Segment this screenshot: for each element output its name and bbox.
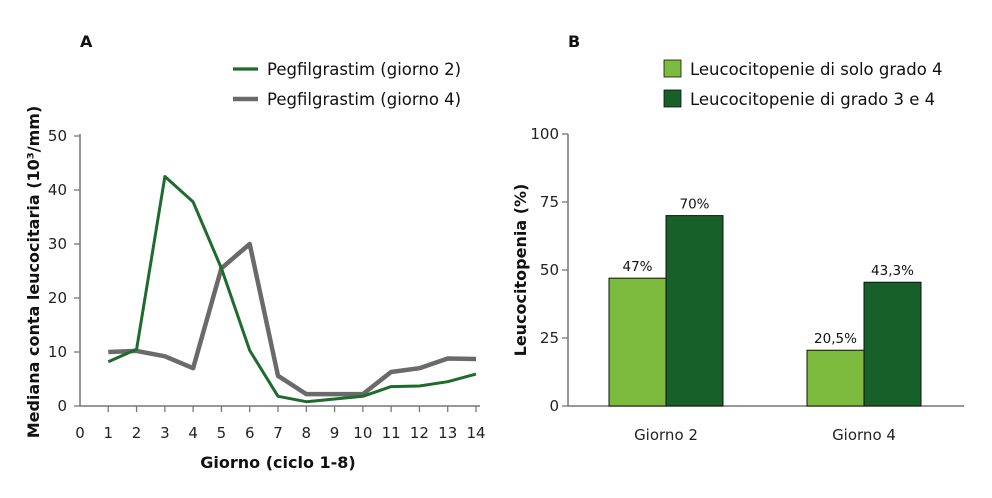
panel-a-x-tick-label: 2 <box>132 424 142 442</box>
legend-swatch-series-b1 <box>663 59 682 78</box>
panel-a-legend: Pegfilgrastim (giorno 2) Pegfilgrastim (… <box>233 60 461 109</box>
panel-b-y-tick-label: 100 <box>530 125 559 143</box>
panel-b-y-tick-label: 0 <box>549 397 559 415</box>
category-label: Giorno 2 <box>634 426 698 444</box>
series-line-pegfilgrastim-giorno-2 <box>107 175 477 404</box>
panel-a-x-ticks: 0 1 2 3 4 5 6 7 8 9 10 11 12 13 14 <box>75 406 486 442</box>
panel-a-y-ticks: 0 10 20 30 40 50 <box>48 127 80 415</box>
panel-a-x-tick-label: 0 <box>75 424 85 442</box>
bar-data-label: 43,3% <box>871 263 914 279</box>
panel-a-y-tick-label: 20 <box>48 289 67 307</box>
bar-grado-3-e-4-giorno-4 <box>863 281 922 407</box>
panel-a-x-tick-label: 3 <box>160 424 170 442</box>
panel-b-x-ticks: Giorno 2 Giorno 4 <box>634 426 896 444</box>
panel-a-x-tick-label: 1 <box>104 424 114 442</box>
panel-b-legend: Leucocitopenie di solo grado 4 Leucocito… <box>663 59 943 109</box>
panel-a-x-tick-label: 5 <box>217 424 227 442</box>
panel-a-y-tick-label: 10 <box>48 343 67 361</box>
panel-a-series <box>107 175 477 404</box>
bar-grado-3-e-4-giorno-2 <box>665 215 724 407</box>
panel-b-bars: 47% 70% 20,5% 43,3% <box>608 197 922 407</box>
series-line-pegfilgrastim-giorno-4 <box>108 241 477 397</box>
panel-a-x-tick-label: 8 <box>302 424 312 442</box>
panel-b-y-tick-label: 25 <box>540 329 559 347</box>
panel-a-x-tick-label: 14 <box>466 424 485 442</box>
panel-a-y-tick-label: 50 <box>48 127 67 145</box>
panel-a-letter: A <box>80 32 93 51</box>
bar-data-label: 47% <box>622 259 652 275</box>
panel-a-x-tick-label: 10 <box>353 424 372 442</box>
category-label: Giorno 4 <box>832 426 896 444</box>
panel-b-y-axis-label: Leucocitopenia (%) <box>511 184 530 357</box>
panel-b-y-ticks: 0 25 50 75 100 <box>530 125 568 415</box>
panel-a-x-tick-label: 4 <box>188 424 198 442</box>
bar-data-label: 20,5% <box>814 331 857 347</box>
legend-label-series-a2: Pegfilgrastim (giorno 4) <box>267 90 461 109</box>
panel-a-y-tick-label: 30 <box>48 235 67 253</box>
legend-label-series-a1: Pegfilgrastim (giorno 2) <box>267 60 461 79</box>
legend-label-series-b1: Leucocitopenie di solo grado 4 <box>690 60 943 79</box>
panel-a-x-tick-label: 11 <box>382 424 401 442</box>
panel-a-x-tick-label: 9 <box>330 424 340 442</box>
panel-b-letter: B <box>568 32 580 51</box>
panel-a-y-tick-label: 0 <box>57 397 67 415</box>
panel-b-y-tick-label: 50 <box>540 261 559 279</box>
panel-a-x-tick-label: 12 <box>410 424 429 442</box>
legend-swatch-series-b2 <box>663 89 682 108</box>
bar-solo-grado-4-giorno-2 <box>608 277 667 407</box>
panel-a-x-axis-label: Giorno (ciclo 1-8) <box>200 453 355 472</box>
panel-a-y-axis-label: Mediana conta leucocitaria (10³/mm) <box>24 106 43 439</box>
panel-a-x-tick-label: 13 <box>438 424 457 442</box>
bar-data-label: 70% <box>679 197 709 213</box>
bar-solo-grado-4-giorno-4 <box>806 349 865 407</box>
panel-a-x-tick-label: 7 <box>273 424 283 442</box>
panel-b: B Leucocitopenie di solo grado 4 Leucoci… <box>511 32 964 444</box>
panel-a-y-tick-label: 40 <box>48 181 67 199</box>
legend-label-series-b2: Leucocitopenie di grado 3 e 4 <box>690 90 935 109</box>
panel-a: A Pegfilgrastim (giorno 2) Pegfilgrastim… <box>24 32 486 472</box>
panel-b-y-tick-label: 75 <box>540 193 559 211</box>
panel-a-x-tick-label: 6 <box>245 424 255 442</box>
